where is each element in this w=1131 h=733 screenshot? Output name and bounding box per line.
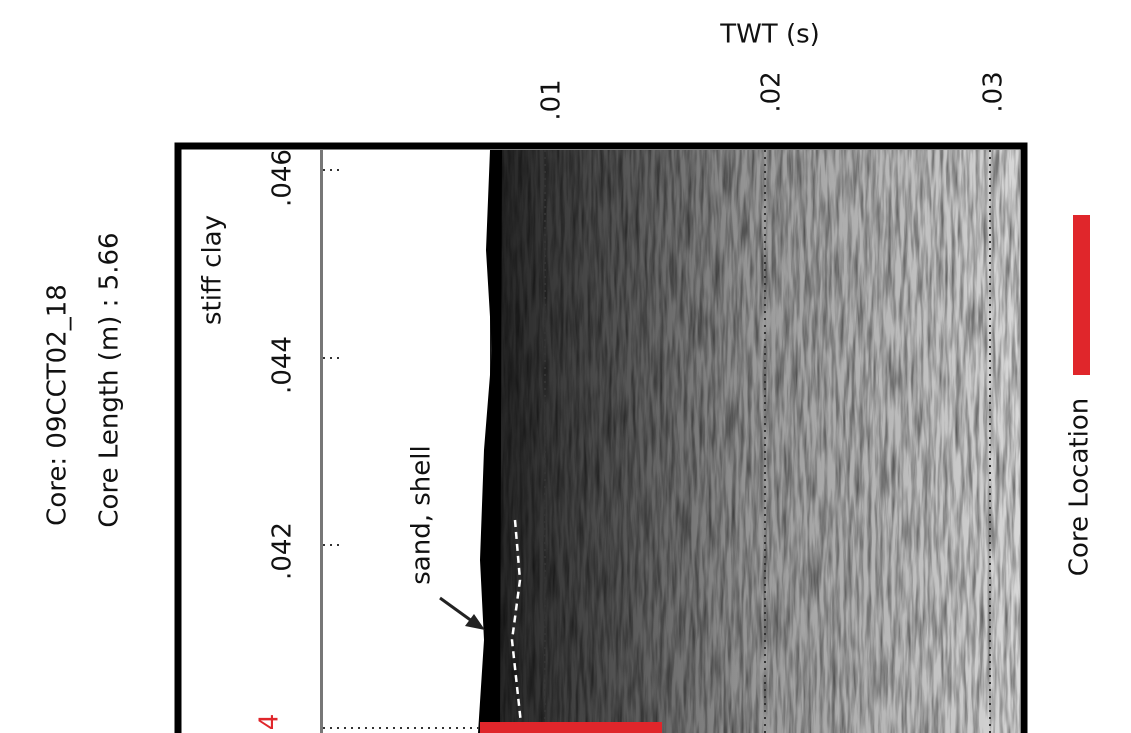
trace-tick: .042 xyxy=(268,522,298,580)
twt-tick: .02 xyxy=(757,71,787,112)
edge-label: 4 xyxy=(255,714,285,731)
arrow-head xyxy=(465,614,485,630)
axis-title: TWT (s) xyxy=(719,20,820,50)
legend-label: Core Location xyxy=(1065,398,1095,576)
trace-axis xyxy=(320,150,323,733)
annotation: sand, shell xyxy=(407,445,437,584)
core-length: Core Length (m) : 5.66 xyxy=(95,232,125,527)
twt-tick: .01 xyxy=(537,79,567,120)
grid xyxy=(323,150,991,733)
core-position xyxy=(480,722,662,733)
trace-tick: .044 xyxy=(268,336,298,394)
trace-tick: .046 xyxy=(268,149,298,207)
core-trace xyxy=(510,519,524,733)
annotation: stiff clay xyxy=(198,215,228,325)
twt-tick: .03 xyxy=(979,71,1009,112)
legend-swatch xyxy=(1073,215,1090,375)
core-name: Core: 09CCT02_18 xyxy=(43,284,73,526)
seafloor-reflector xyxy=(478,150,502,733)
seismic-noise xyxy=(490,150,1020,733)
